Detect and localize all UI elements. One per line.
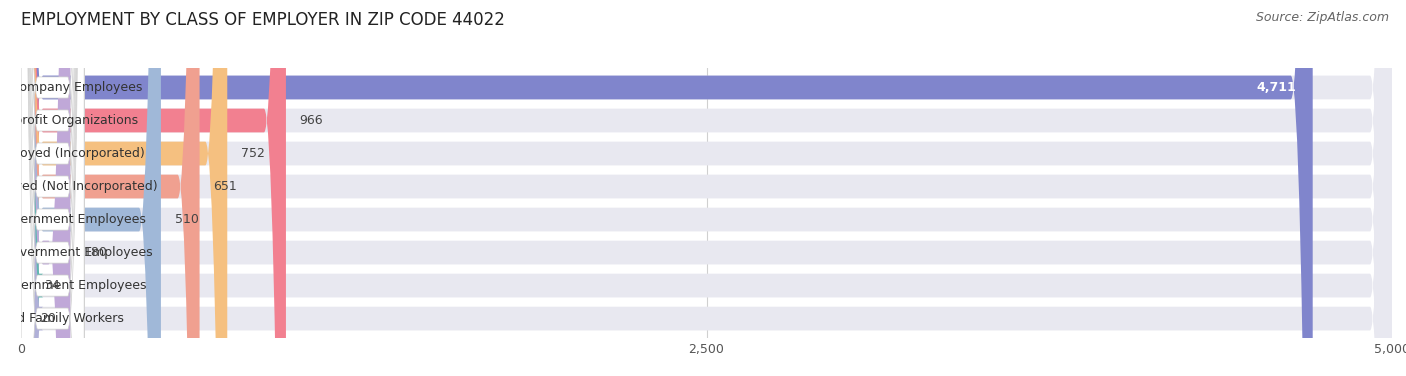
Text: 34: 34 — [44, 279, 60, 292]
Text: 651: 651 — [214, 180, 238, 193]
FancyBboxPatch shape — [21, 0, 228, 376]
FancyBboxPatch shape — [21, 0, 1392, 376]
Text: Local Government Employees: Local Government Employees — [0, 213, 146, 226]
Text: 180: 180 — [84, 246, 108, 259]
FancyBboxPatch shape — [21, 0, 70, 376]
Text: 20: 20 — [41, 312, 56, 325]
FancyBboxPatch shape — [21, 0, 84, 376]
FancyBboxPatch shape — [21, 0, 1392, 376]
Text: Private Company Employees: Private Company Employees — [0, 81, 142, 94]
FancyBboxPatch shape — [21, 0, 160, 376]
Text: 4,711: 4,711 — [1257, 81, 1296, 94]
Text: Not-for-profit Organizations: Not-for-profit Organizations — [0, 114, 138, 127]
FancyBboxPatch shape — [21, 0, 84, 376]
Text: 510: 510 — [174, 213, 198, 226]
FancyBboxPatch shape — [21, 0, 1392, 376]
FancyBboxPatch shape — [21, 0, 285, 376]
FancyBboxPatch shape — [21, 0, 84, 376]
FancyBboxPatch shape — [21, 0, 1392, 376]
Text: Self-Employed (Incorporated): Self-Employed (Incorporated) — [0, 147, 145, 160]
FancyBboxPatch shape — [4, 0, 44, 376]
Text: Self-Employed (Not Incorporated): Self-Employed (Not Incorporated) — [0, 180, 157, 193]
FancyBboxPatch shape — [21, 0, 1392, 376]
Text: 966: 966 — [299, 114, 323, 127]
FancyBboxPatch shape — [21, 0, 84, 376]
Text: 752: 752 — [240, 147, 264, 160]
FancyBboxPatch shape — [21, 0, 84, 376]
Text: Unpaid Family Workers: Unpaid Family Workers — [0, 312, 124, 325]
FancyBboxPatch shape — [8, 0, 44, 376]
Text: State Government Employees: State Government Employees — [0, 279, 146, 292]
FancyBboxPatch shape — [21, 0, 1392, 376]
FancyBboxPatch shape — [21, 0, 1392, 376]
FancyBboxPatch shape — [21, 0, 84, 376]
FancyBboxPatch shape — [21, 0, 84, 376]
FancyBboxPatch shape — [21, 0, 1392, 376]
Text: EMPLOYMENT BY CLASS OF EMPLOYER IN ZIP CODE 44022: EMPLOYMENT BY CLASS OF EMPLOYER IN ZIP C… — [21, 11, 505, 29]
FancyBboxPatch shape — [21, 0, 1313, 376]
FancyBboxPatch shape — [21, 0, 84, 376]
FancyBboxPatch shape — [21, 0, 200, 376]
Text: Federal Government Employees: Federal Government Employees — [0, 246, 153, 259]
Text: Source: ZipAtlas.com: Source: ZipAtlas.com — [1256, 11, 1389, 24]
